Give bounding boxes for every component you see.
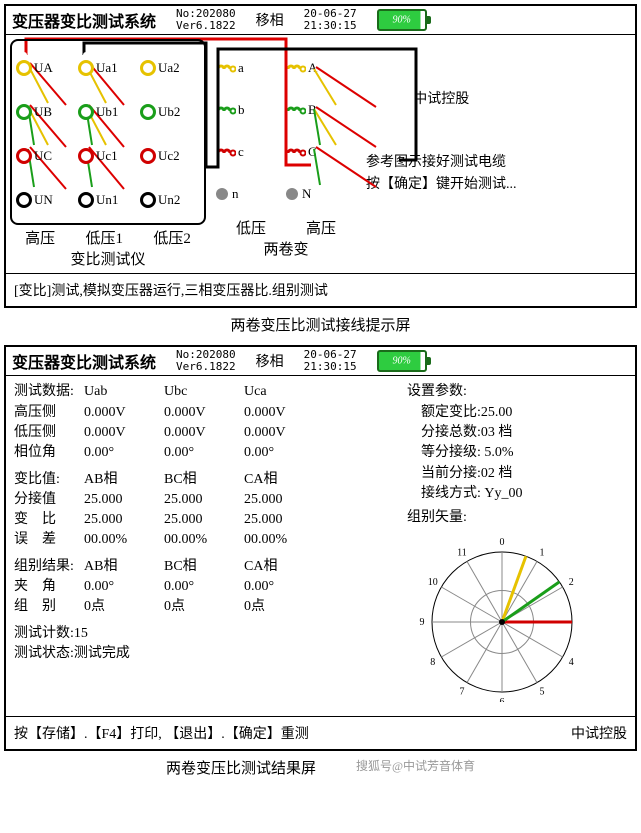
- side-notes: 中试控股 参考图示接好测试电缆 按【确定】键开始测试...: [366, 39, 517, 269]
- terminal-Un2: Un2: [140, 179, 200, 221]
- top-panel: 变压器变比测试系统 No:202080Ver6.1822 移相 20-06-27…: [4, 4, 637, 308]
- xfmr-term-B: B: [286, 89, 356, 131]
- xfmr-col-labels: 低压 高压: [216, 217, 356, 238]
- svg-text:0: 0: [500, 537, 505, 548]
- xfmr-term-C: C: [286, 131, 356, 173]
- top-description: [变比]测试,模拟变压器运行,三相变压器比.组别测试: [6, 273, 635, 306]
- top-caption: 两卷变压比测试接线提示屏: [0, 314, 641, 335]
- tester-title: 变比测试仪: [10, 248, 206, 269]
- svg-text:7: 7: [460, 687, 465, 698]
- wiring-diagram: UAUa1Ua2 UBUb1Ub2 UCUc1Uc2 UNUn1Un2 高压 低压1 …: [6, 35, 635, 273]
- datetime: 20-06-2721:30:15: [304, 8, 357, 32]
- svg-text:8: 8: [430, 657, 435, 668]
- tester-col-labels: 高压 低压1 低压2: [10, 227, 206, 248]
- version-block: No:202080Ver6.1822: [176, 8, 236, 32]
- terminal-Ub2: Ub2: [140, 91, 200, 133]
- xfmr-title: 两卷变: [216, 238, 356, 259]
- svg-text:6: 6: [500, 697, 505, 702]
- terminal-Un1: Un1: [78, 179, 138, 221]
- terminal-UA: UA: [16, 47, 76, 89]
- terminal-UC: UC: [16, 135, 76, 177]
- terminal-Ua2: Ua2: [140, 47, 200, 89]
- top-header: 变压器变比测试系统 No:202080Ver6.1822 移相 20-06-27…: [6, 6, 635, 35]
- terminal-Ub1: Ub1: [78, 91, 138, 133]
- terminal-Uc1: Uc1: [78, 135, 138, 177]
- test-data: 测试数据:UabUbcUca 高压侧0.000V0.000V0.000V 低压侧…: [14, 382, 397, 709]
- tester-block: UAUa1Ua2 UBUb1Ub2 UCUc1Uc2 UNUn1Un2 高压 低压1 …: [10, 39, 206, 269]
- terminal-UN: UN: [16, 179, 76, 221]
- battery-icon: 90%: [377, 350, 427, 372]
- battery-icon: 90%: [377, 9, 427, 31]
- brand-text: 中试控股: [366, 89, 517, 111]
- bottom-header: 变压器变比测试系统 No:202080Ver6.1822 移相 20-06-27…: [6, 347, 635, 376]
- svg-text:10: 10: [428, 577, 438, 588]
- xfmr-term-N: N: [286, 173, 356, 215]
- phase-label: 移相: [256, 10, 284, 30]
- svg-text:4: 4: [569, 657, 574, 668]
- svg-text:2: 2: [569, 577, 574, 588]
- bottom-caption: 两卷变压比测试结果屏 搜狐号@中试芳音体育: [0, 757, 641, 778]
- xfmr-term-A: A: [286, 47, 356, 89]
- terminal-Ua1: Ua1: [78, 47, 138, 89]
- data-body: 测试数据:UabUbcUca 高压侧0.000V0.000V0.000V 低压侧…: [6, 376, 635, 715]
- terminal-Uc2: Uc2: [140, 135, 200, 177]
- xfmr-term-n: n: [216, 173, 286, 215]
- bottom-panel: 变压器变比测试系统 No:202080Ver6.1822 移相 20-06-27…: [4, 345, 637, 751]
- svg-text:1: 1: [540, 548, 545, 559]
- svg-text:5: 5: [540, 687, 545, 698]
- terminal-UB: UB: [16, 91, 76, 133]
- params-and-clock: 设置参数: 额定变比:25.00 分接总数:03 档 等分接级: 5.0% 当前…: [407, 382, 627, 709]
- xfmr-term-c: c: [216, 131, 286, 173]
- xfmr-block: aAbBcCnN 低压 高压 两卷变: [216, 39, 356, 269]
- svg-text:9: 9: [420, 617, 425, 628]
- svg-text:11: 11: [457, 548, 467, 559]
- xfmr-term-b: b: [216, 89, 286, 131]
- bottom-footer: 按【存储】.【F4】打印, 【退出】.【确定】重测 中试控股: [6, 716, 635, 749]
- vector-clock: 01234567891011: [407, 532, 577, 702]
- app-title: 变压器变比测试系统: [12, 8, 156, 32]
- xfmr-term-a: a: [216, 47, 286, 89]
